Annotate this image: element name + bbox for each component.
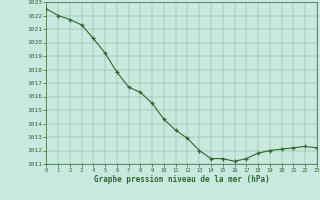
X-axis label: Graphe pression niveau de la mer (hPa): Graphe pression niveau de la mer (hPa) <box>94 175 269 184</box>
